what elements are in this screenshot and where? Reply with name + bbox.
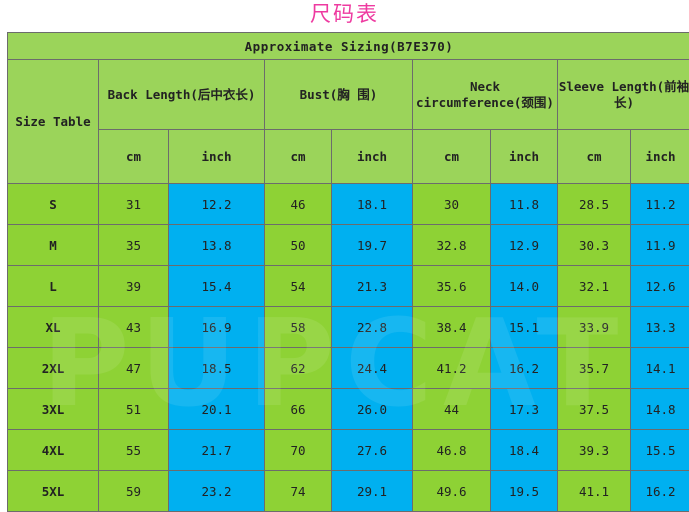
inch-value: 15.5 — [631, 430, 689, 471]
cm-value: 39.3 — [558, 430, 631, 471]
inch-value: 18.1 — [332, 184, 413, 225]
size-table-header: Size Table — [8, 60, 99, 184]
cm-value: 59 — [99, 471, 169, 512]
inch-value: 26.0 — [332, 389, 413, 430]
inch-value: 19.5 — [491, 471, 558, 512]
inch-value: 14.1 — [631, 348, 689, 389]
inch-value: 11.9 — [631, 225, 689, 266]
unit-header-inch: inch — [491, 130, 558, 184]
cm-value: 66 — [265, 389, 332, 430]
inch-value: 12.6 — [631, 266, 689, 307]
inch-value: 16.2 — [631, 471, 689, 512]
inch-value: 15.4 — [169, 266, 265, 307]
cm-value: 31 — [99, 184, 169, 225]
inch-value: 16.2 — [491, 348, 558, 389]
cm-value: 49.6 — [413, 471, 491, 512]
inch-value: 13.3 — [631, 307, 689, 348]
inch-value: 23.2 — [169, 471, 265, 512]
inch-value: 21.3 — [332, 266, 413, 307]
page-title: 尺码表 — [0, 0, 689, 28]
back-length-header: Back Length(后中衣长) — [99, 60, 265, 130]
inch-value: 13.8 — [169, 225, 265, 266]
cm-value: 38.4 — [413, 307, 491, 348]
inch-value: 18.4 — [491, 430, 558, 471]
cm-value: 74 — [265, 471, 332, 512]
size-label: S — [8, 184, 99, 225]
cm-value: 47 — [99, 348, 169, 389]
size-label: XL — [8, 307, 99, 348]
cm-value: 50 — [265, 225, 332, 266]
inch-value: 15.1 — [491, 307, 558, 348]
size-label: 2XL — [8, 348, 99, 389]
cm-value: 30 — [413, 184, 491, 225]
unit-header-cm: cm — [413, 130, 491, 184]
cm-value: 39 — [99, 266, 169, 307]
unit-header-inch: inch — [332, 130, 413, 184]
inch-value: 27.6 — [332, 430, 413, 471]
table-title: Approximate Sizing(B7E370) — [8, 33, 689, 60]
inch-value: 17.3 — [491, 389, 558, 430]
sleeve-length-header: Sleeve Length(前袖 长) — [558, 60, 689, 130]
cm-value: 35.6 — [413, 266, 491, 307]
unit-header-cm: cm — [99, 130, 169, 184]
cm-value: 30.3 — [558, 225, 631, 266]
cm-value: 44 — [413, 389, 491, 430]
bust-header: Bust(胸 围) — [265, 60, 413, 130]
cm-value: 41.1 — [558, 471, 631, 512]
cm-value: 33.9 — [558, 307, 631, 348]
size-label: L — [8, 266, 99, 307]
size-chart-table: Approximate Sizing(B7E370) Size Table Ba… — [7, 32, 689, 512]
cm-value: 46 — [265, 184, 332, 225]
cm-value: 70 — [265, 430, 332, 471]
size-label: 3XL — [8, 389, 99, 430]
size-label: 4XL — [8, 430, 99, 471]
cm-value: 62 — [265, 348, 332, 389]
inch-value: 12.2 — [169, 184, 265, 225]
inch-value: 16.9 — [169, 307, 265, 348]
cm-value: 55 — [99, 430, 169, 471]
unit-header-cm: cm — [265, 130, 332, 184]
cm-value: 28.5 — [558, 184, 631, 225]
cm-value: 32.8 — [413, 225, 491, 266]
cm-value: 41.2 — [413, 348, 491, 389]
inch-value: 11.2 — [631, 184, 689, 225]
cm-value: 35.7 — [558, 348, 631, 389]
cm-value: 54 — [265, 266, 332, 307]
cm-value: 58 — [265, 307, 332, 348]
inch-value: 22.8 — [332, 307, 413, 348]
cm-value: 35 — [99, 225, 169, 266]
cm-value: 32.1 — [558, 266, 631, 307]
unit-header-inch: inch — [631, 130, 689, 184]
inch-value: 11.8 — [491, 184, 558, 225]
cm-value: 37.5 — [558, 389, 631, 430]
inch-value: 20.1 — [169, 389, 265, 430]
inch-value: 12.9 — [491, 225, 558, 266]
size-label: 5XL — [8, 471, 99, 512]
inch-value: 19.7 — [332, 225, 413, 266]
inch-value: 14.8 — [631, 389, 689, 430]
unit-header-cm: cm — [558, 130, 631, 184]
inch-value: 14.0 — [491, 266, 558, 307]
inch-value: 24.4 — [332, 348, 413, 389]
neck-circumference-header: Neck circumference(颈围) — [413, 60, 558, 130]
inch-value: 29.1 — [332, 471, 413, 512]
inch-value: 18.5 — [169, 348, 265, 389]
cm-value: 46.8 — [413, 430, 491, 471]
cm-value: 51 — [99, 389, 169, 430]
cm-value: 43 — [99, 307, 169, 348]
size-label: M — [8, 225, 99, 266]
inch-value: 21.7 — [169, 430, 265, 471]
unit-header-inch: inch — [169, 130, 265, 184]
